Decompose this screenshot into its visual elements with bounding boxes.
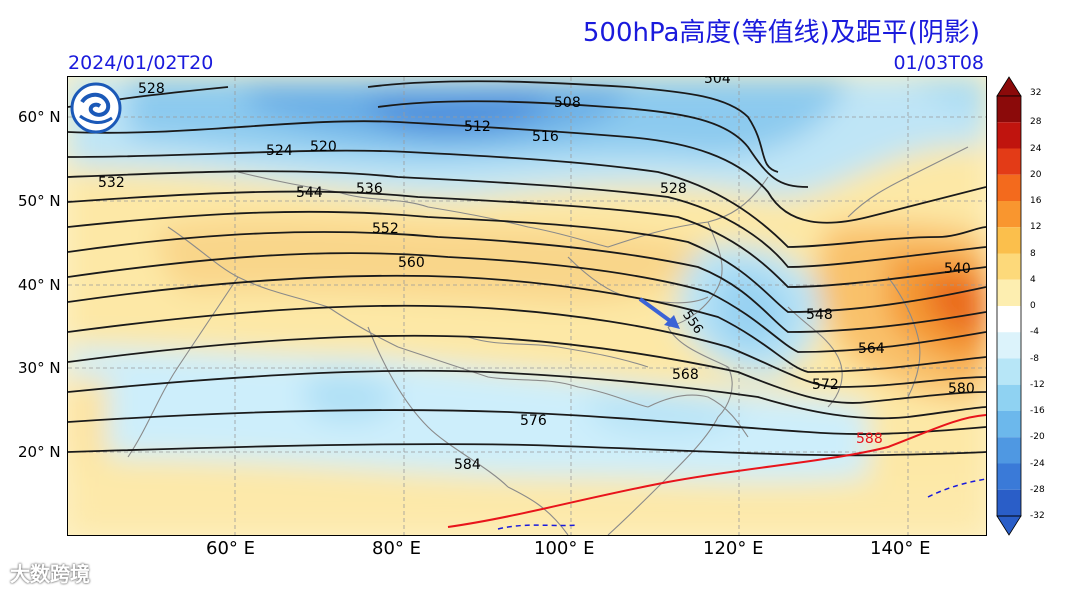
grid-lines — [68, 77, 986, 535]
lat-label: 40° N — [18, 276, 61, 294]
contour-label: 512 — [464, 119, 491, 135]
contour-588 — [447, 414, 986, 528]
anomaly-shading — [68, 77, 986, 535]
colorbar-cell — [997, 358, 1021, 385]
lat-label: 50° N — [18, 192, 61, 210]
lon-label: 120° E — [703, 538, 764, 559]
colorbar-cell — [997, 306, 1021, 333]
colorbar-frame — [996, 95, 1022, 517]
lon-label: 100° E — [534, 538, 595, 559]
contour-label: 548 — [806, 307, 833, 323]
contour-label: 528 — [660, 181, 687, 197]
contour-label: 568 — [672, 367, 699, 383]
colorbar-min-arrow — [996, 515, 1022, 536]
colorbar-tick-label: 20 — [1030, 169, 1042, 180]
contour-label: 540 — [944, 261, 971, 277]
contour-label-588: 588 — [856, 431, 883, 447]
colorbar-max-arrow — [996, 76, 1022, 97]
colorbar-tick-label: 24 — [1030, 143, 1042, 154]
contour-label: 524 — [266, 143, 293, 159]
colorbar-cell — [997, 122, 1021, 149]
colorbar-cell — [997, 253, 1021, 280]
colorbar-tick-label: 16 — [1030, 196, 1042, 206]
colorbar-cell — [997, 174, 1021, 201]
contour-label: 580 — [948, 381, 975, 397]
colorbar-tick-label: 0 — [1030, 301, 1036, 311]
colorbar-tick-label: 8 — [1030, 248, 1036, 259]
lat-label: 60° N — [18, 108, 61, 126]
contour-label: 572 — [812, 377, 839, 393]
colorbar-tick-label: 32 — [1030, 88, 1042, 98]
contour-label: 584 — [454, 457, 481, 473]
init-time: 2024/01/02T20 — [68, 52, 214, 74]
colorbar-cell — [997, 148, 1021, 175]
colorbar-tick-label: -12 — [1030, 379, 1045, 390]
map-title: 500hPa高度(等值线)及距平(阴影) — [582, 18, 980, 48]
lat-label: 30° N — [18, 359, 61, 377]
colorbar-cell — [997, 201, 1021, 228]
watermark: 大数跨境 — [10, 562, 90, 586]
colorbar-cell — [997, 463, 1021, 490]
colorbar-cell — [997, 384, 1021, 411]
lat-label: 20° N — [18, 443, 61, 461]
trough-arrow — [638, 297, 675, 325]
colorbar-tick-label: -16 — [1030, 406, 1045, 416]
colorbar-cell — [997, 411, 1021, 438]
colorbar-cell — [997, 489, 1021, 516]
contour-label: 528 — [138, 81, 165, 97]
contour-label: 504 — [704, 76, 731, 87]
colorbar-tick-label: 12 — [1030, 222, 1042, 233]
height-contours — [68, 80, 986, 457]
contour-label: 560 — [398, 255, 425, 271]
colorbar-tick-label: -4 — [1030, 327, 1039, 338]
contour-label: 532 — [98, 175, 125, 191]
contour-label: 576 — [520, 413, 547, 429]
lon-label: 140° E — [870, 538, 931, 559]
colorbar-tick-label: -24 — [1030, 458, 1045, 469]
contour-label: 520 — [310, 139, 337, 155]
colorbar — [996, 76, 1022, 536]
colorbar-tick-label: -8 — [1030, 353, 1039, 364]
colorbar-tick-label: -32 — [1030, 511, 1045, 521]
colorbar-cell — [997, 279, 1021, 306]
contour-label: 516 — [532, 129, 559, 145]
contour-label: 544 — [296, 185, 323, 201]
cma-logo-icon — [70, 82, 122, 134]
contour-label: 564 — [858, 341, 885, 357]
colorbar-tick-label: -28 — [1030, 484, 1045, 495]
contour-label: 552 — [372, 221, 399, 237]
lon-label: 60° E — [206, 538, 255, 559]
colorbar-tick-label: -20 — [1030, 432, 1045, 443]
colorbar-cell — [997, 227, 1021, 254]
colorbar-cell — [997, 437, 1021, 464]
map-canvas — [68, 77, 986, 535]
colorbar-tick-label: 28 — [1030, 117, 1042, 128]
colorbar-tick-label: 4 — [1030, 274, 1036, 285]
valid-time: 01/03T08 — [893, 52, 984, 74]
lon-label: 80° E — [372, 538, 421, 559]
contour-label: 536 — [356, 181, 383, 197]
border-lines — [127, 146, 969, 535]
contour-label: 508 — [554, 95, 581, 111]
trough-arrowhead — [664, 315, 680, 329]
colorbar-cell — [997, 96, 1021, 123]
colorbar-cell — [997, 332, 1021, 359]
blue-dashed-line — [497, 478, 986, 530]
map-panel: 524 528 504 508 512 516 520 524 532 536 … — [67, 76, 987, 536]
